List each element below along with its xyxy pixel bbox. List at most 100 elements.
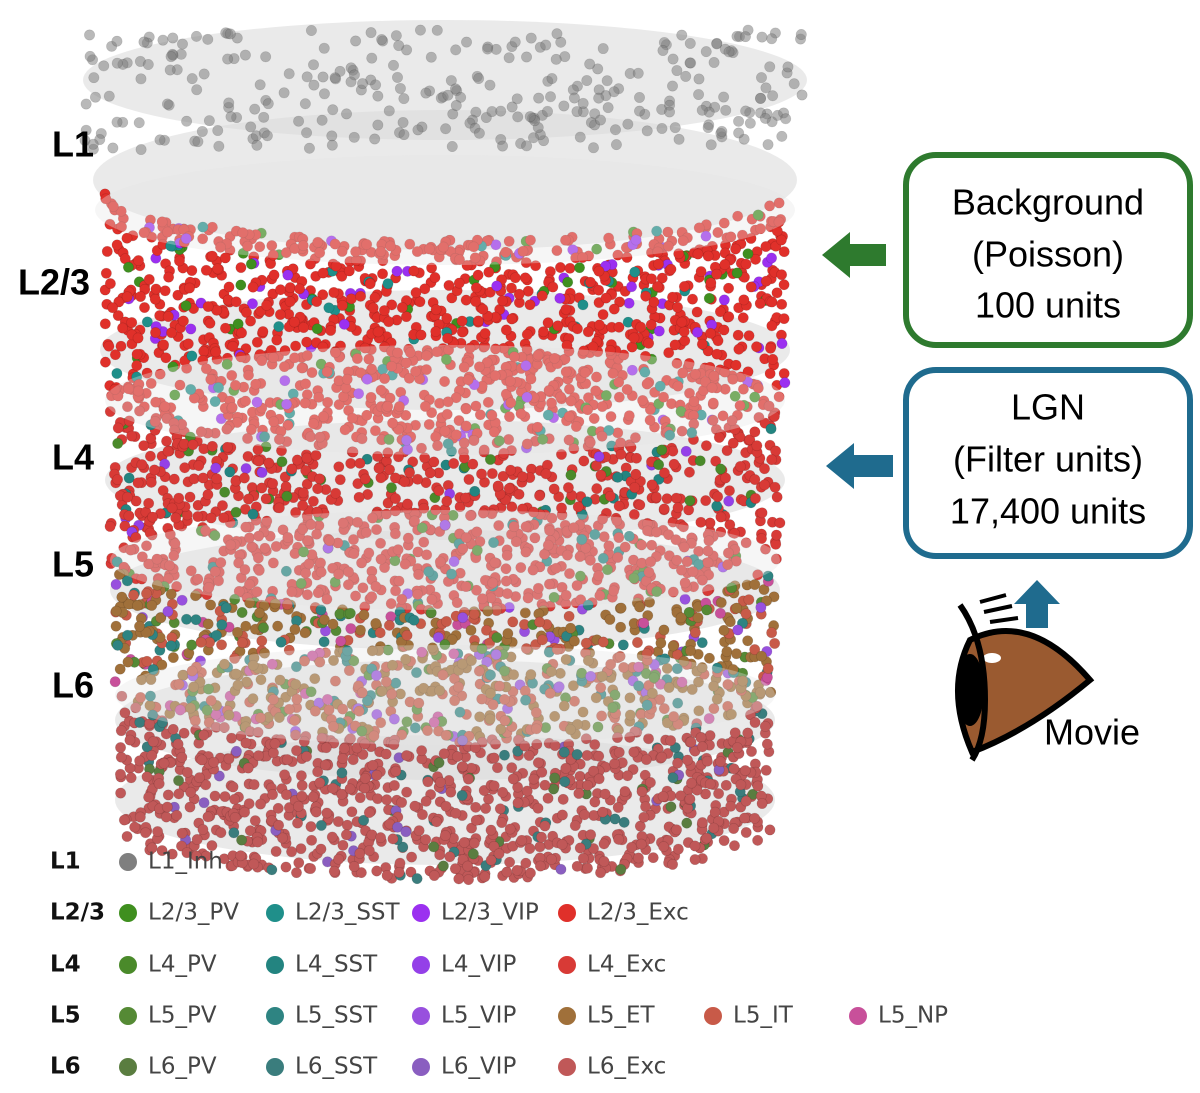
neuron [111,116,123,128]
neuron [453,277,465,289]
neuron [266,864,278,876]
neuron [354,457,366,469]
neuron [401,786,413,798]
neuron [238,472,250,484]
neuron [634,499,646,511]
neuron [503,411,515,423]
neuron [465,624,477,636]
neuron [104,278,116,290]
neuron [765,342,777,354]
neuron [236,834,248,846]
neuron [689,840,701,852]
neuron [219,791,231,803]
neuron [618,816,630,828]
neuron [593,319,605,331]
legend-swatch [412,1058,430,1076]
neuron [593,451,605,463]
neuron [692,612,704,624]
neuron [267,789,279,801]
neuron [702,122,714,134]
neuron [742,635,754,647]
neuron [626,841,638,853]
neuron [383,316,395,328]
neuron [512,797,524,809]
neuron [572,501,584,513]
neuron [716,125,728,137]
neuron [582,779,594,791]
neuron [558,746,570,758]
neuron [181,613,193,625]
neuron [296,779,308,791]
neuron [218,512,230,524]
neuron [258,622,270,634]
neuron [348,861,360,873]
neuron [759,479,771,491]
neuron [144,450,156,462]
neuron [353,491,365,503]
neuron [311,296,323,308]
neuron [370,79,382,91]
neuron [574,842,586,854]
neuron [719,259,731,271]
neuron [769,637,781,649]
neuron [212,263,224,275]
neuron [552,320,564,332]
neuron [731,267,743,279]
neuron [577,97,589,109]
neuron [219,486,231,498]
neuron [491,762,503,774]
neuron [622,118,634,130]
layer-label: L6 [52,665,94,706]
neuron [752,834,764,846]
neuron [305,24,317,36]
legend-label: L1_Inh [148,849,223,875]
neuron [593,265,605,277]
neuron [279,375,291,387]
neuron [485,824,497,836]
legend-swatch [849,1007,867,1025]
neuron [345,457,357,469]
neuron [250,378,262,390]
neuron [439,376,451,388]
neuron [749,579,761,591]
neuron [412,124,424,136]
neuron [284,296,296,308]
neuron [170,512,182,524]
neuron [463,473,475,485]
neuron [190,30,202,42]
neuron [210,346,222,358]
neuron [223,281,235,293]
neuron [355,290,367,302]
neuron [315,843,327,855]
neuron [400,311,412,323]
box-line: Background [952,182,1144,223]
neuron [202,618,214,630]
neuron [416,809,428,821]
neuron [354,624,366,636]
neuron [198,729,210,741]
neuron [658,841,670,853]
neuron [121,830,133,842]
neuron [301,336,313,348]
neuron [593,773,605,785]
neuron [696,338,708,350]
neuron [749,426,761,438]
neuron [560,303,572,315]
neuron [764,368,776,380]
neuron [676,29,688,41]
neuron [770,529,782,541]
neuron [636,786,648,798]
neuron [142,59,154,71]
neuron [282,269,294,281]
arrow [826,443,893,489]
neuron [742,248,754,260]
neuron [749,492,761,504]
neuron [295,843,307,855]
neuron [468,608,480,620]
neuron [260,493,272,505]
neuron [387,833,399,845]
neuron [317,71,329,83]
neuron [764,824,776,836]
neuron [695,516,707,528]
neuron [483,266,495,278]
